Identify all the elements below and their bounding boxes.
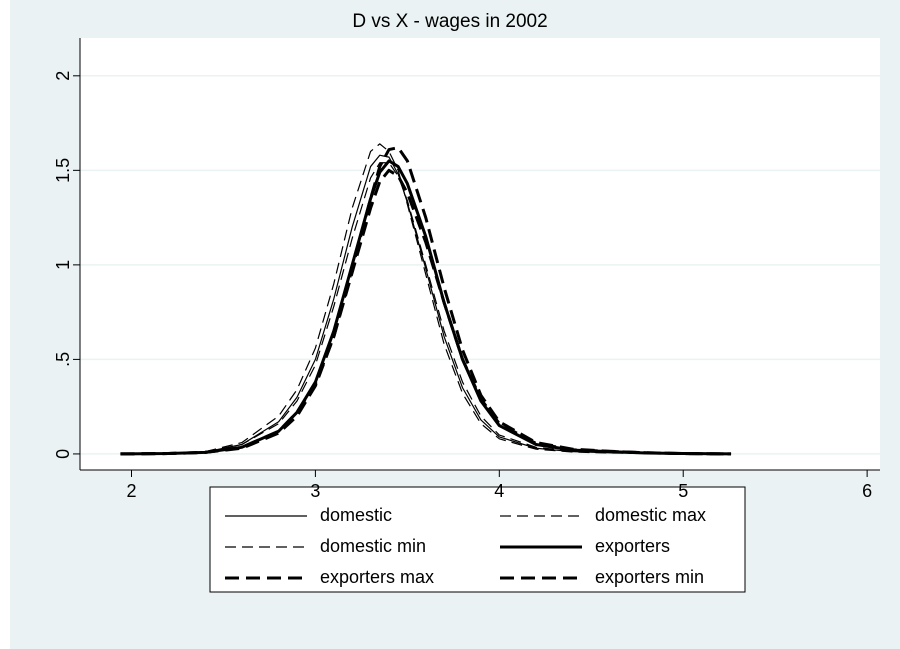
legend-entries: domestic domestic max domestic min exporter… <box>225 505 706 587</box>
series-line <box>120 143 732 455</box>
legend-label: exporters <box>595 536 670 556</box>
legend-label: domestic min <box>320 536 426 556</box>
x-tick-label: 2 <box>126 481 136 501</box>
legend-label: exporters min <box>595 567 704 587</box>
y-tick-label: 0 <box>53 449 73 459</box>
legend-label: domestic max <box>595 505 706 525</box>
y-tick-label: 1.5 <box>53 158 73 183</box>
y-tick-label: .5 <box>53 352 73 367</box>
lines <box>120 143 732 456</box>
chart-title: D vs X - wages in 2002 <box>352 11 547 32</box>
legend-label: domestic <box>320 505 392 525</box>
x-tick-label: 6 <box>862 481 872 501</box>
x-tick-label: 5 <box>678 481 688 501</box>
plot-area <box>80 38 880 470</box>
y-tick-label: 2 <box>53 71 73 81</box>
x-tick-label: 4 <box>494 481 504 501</box>
y-tick-label: 1 <box>53 260 73 270</box>
grid <box>80 75 880 455</box>
series-line <box>120 154 732 455</box>
legend <box>209 486 746 593</box>
legend-label: exporters max <box>320 567 434 587</box>
series-line <box>120 168 732 456</box>
x-tick-label: 3 <box>310 481 320 501</box>
